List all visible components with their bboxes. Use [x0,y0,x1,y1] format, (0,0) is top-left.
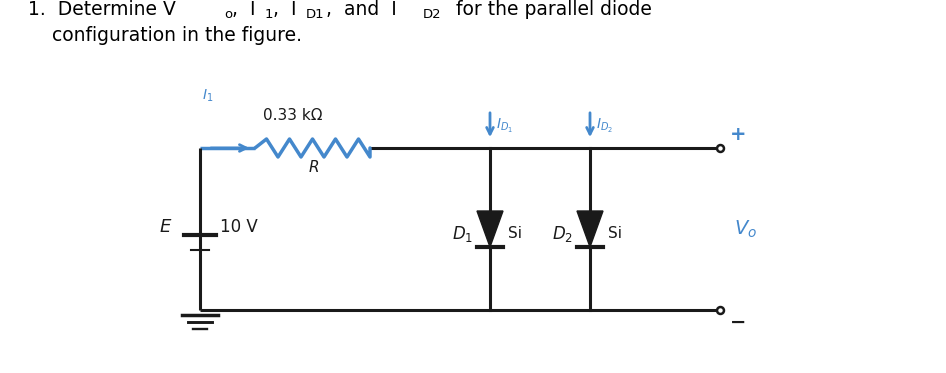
Text: 0.33 kΩ: 0.33 kΩ [263,109,323,123]
Text: 1: 1 [265,8,273,21]
Polygon shape [477,211,503,247]
Text: ,  I: , I [232,0,255,19]
Text: 1.  Determine V: 1. Determine V [28,0,176,19]
Text: for the parallel diode: for the parallel diode [444,0,652,19]
Text: $D_1$: $D_1$ [452,224,473,244]
Text: Si: Si [608,226,622,241]
Text: $D_2$: $D_2$ [552,224,573,244]
Text: E: E [160,218,171,236]
Text: Si: Si [508,226,522,241]
Text: $I_1$: $I_1$ [202,88,214,104]
Text: R: R [308,160,319,176]
Text: configuration in the figure.: configuration in the figure. [28,26,302,45]
Text: $I_{D_1}$: $I_{D_1}$ [496,117,513,135]
Text: o: o [224,8,232,21]
Text: ,  I: , I [273,0,296,19]
Text: −: − [730,313,746,332]
Polygon shape [577,211,603,247]
Text: $V_o$: $V_o$ [734,218,757,239]
Text: D2: D2 [423,8,442,21]
Text: +: + [730,125,746,144]
Text: D1: D1 [306,8,324,21]
Text: ,  and  I: , and I [326,0,396,19]
Text: 10 V: 10 V [220,218,257,236]
Text: $I_{D_2}$: $I_{D_2}$ [596,117,613,135]
